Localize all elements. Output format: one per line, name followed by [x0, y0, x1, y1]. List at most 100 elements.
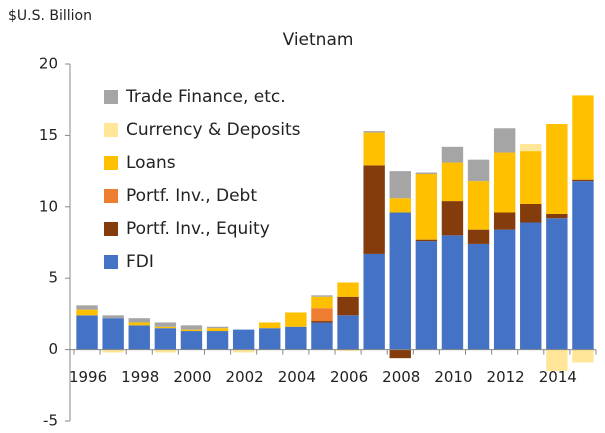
bar-segment — [311, 321, 333, 323]
bar-segment — [493, 152, 516, 213]
legend-swatch — [104, 222, 118, 236]
bar-segment — [285, 326, 307, 350]
bar-segment — [467, 159, 490, 182]
y-tick-label: 20 — [39, 55, 58, 73]
legend-label: Loans — [126, 153, 176, 173]
bar-segment — [337, 349, 359, 352]
bar-segment — [415, 241, 438, 350]
bar-segment — [441, 235, 464, 350]
bar-segment — [128, 322, 150, 326]
bar-segment — [102, 318, 124, 350]
bar-segment — [285, 312, 307, 327]
bar-segment — [206, 328, 229, 332]
bar-segment — [311, 308, 333, 322]
legend-swatch — [104, 255, 118, 269]
legend-swatch — [104, 156, 118, 170]
bar-segment — [311, 296, 333, 309]
y-tick-label: 5 — [48, 269, 58, 287]
x-tick-label: 2012 — [487, 368, 525, 386]
bar-segment — [232, 349, 255, 353]
bar-segment — [572, 349, 594, 363]
legend-label: FDI — [126, 252, 154, 272]
legend-swatch — [104, 90, 118, 104]
x-tick-label: 1998 — [121, 368, 159, 386]
bar-segment — [389, 349, 411, 359]
bar-segment — [154, 349, 177, 353]
x-tick-label: 2002 — [226, 368, 264, 386]
bar-segment — [102, 349, 124, 353]
bar-segment — [520, 203, 542, 223]
bar-segment — [441, 162, 464, 202]
bar-segment — [154, 322, 177, 327]
bar-segment — [415, 239, 438, 242]
bar-segment — [546, 213, 568, 219]
bar-segment — [572, 179, 594, 182]
x-tick-label: 2014 — [539, 368, 577, 386]
bar-segment — [467, 243, 490, 350]
legend-label: Trade Finance, etc. — [125, 87, 286, 107]
bar-segment — [467, 229, 490, 244]
x-tick-label: 2004 — [278, 368, 316, 386]
bar-segment — [337, 282, 359, 297]
y-tick-label: 0 — [48, 340, 58, 358]
bar-segment — [76, 309, 98, 316]
bar-segment — [128, 318, 150, 323]
x-tick-label: 1996 — [69, 368, 107, 386]
bar-segment — [337, 296, 359, 316]
bar-segment — [520, 143, 542, 152]
x-tick-label: 2010 — [434, 368, 472, 386]
bar-segment — [363, 253, 385, 350]
bar-segment — [128, 325, 150, 350]
bar-segment — [415, 173, 438, 240]
bar-segment — [311, 322, 333, 350]
bar-segment — [206, 326, 229, 329]
bar-segment — [259, 328, 281, 350]
legend-label: Portf. Inv., Equity — [126, 219, 270, 239]
bar-segment — [180, 331, 203, 350]
bar-segment — [180, 329, 203, 332]
y-axis-label: $U.S. Billion — [8, 8, 92, 24]
bar-segment — [467, 181, 490, 230]
bar-segment — [546, 123, 568, 214]
legend-swatch — [104, 123, 118, 137]
bar-segment — [76, 305, 98, 310]
bar-segment — [520, 151, 542, 204]
bar-segment — [389, 212, 411, 350]
bar-segment — [493, 212, 516, 230]
bar-segment — [154, 326, 177, 329]
bar-segment — [572, 181, 594, 350]
bar-segment — [546, 349, 568, 372]
bar-segment — [415, 172, 438, 174]
chart-title: Vietnam — [283, 30, 354, 50]
y-tick-label: -5 — [43, 412, 58, 430]
bar-segment — [337, 315, 359, 350]
bar-segment — [493, 229, 516, 350]
bar-segment — [232, 329, 255, 350]
bar-segment — [206, 331, 229, 350]
bar-segment — [389, 198, 411, 213]
bar-segment — [363, 132, 385, 166]
bar-segment — [363, 165, 385, 254]
legend-swatch — [104, 189, 118, 203]
bar-segment — [311, 295, 333, 297]
bar-segment — [76, 315, 98, 350]
bar-segment — [572, 95, 594, 180]
legend-label: Currency & Deposits — [126, 120, 301, 140]
bar-segment — [259, 322, 281, 329]
bar-segment — [441, 201, 464, 236]
bar-segment — [363, 131, 385, 133]
bar-segment — [389, 171, 411, 199]
x-tick-label: 2006 — [330, 368, 368, 386]
bar-segment — [180, 325, 203, 330]
bar-segment — [520, 222, 542, 350]
bar-segment — [493, 128, 516, 153]
bar-segment — [441, 146, 464, 163]
legend-label: Portf. Inv., Debt — [126, 186, 257, 206]
x-tick-label: 2008 — [382, 368, 420, 386]
bar-segment — [546, 218, 568, 350]
x-tick-label: 2000 — [173, 368, 211, 386]
y-tick-label: 10 — [39, 197, 58, 215]
bar-segment — [102, 315, 124, 319]
bar-segment — [154, 328, 177, 350]
